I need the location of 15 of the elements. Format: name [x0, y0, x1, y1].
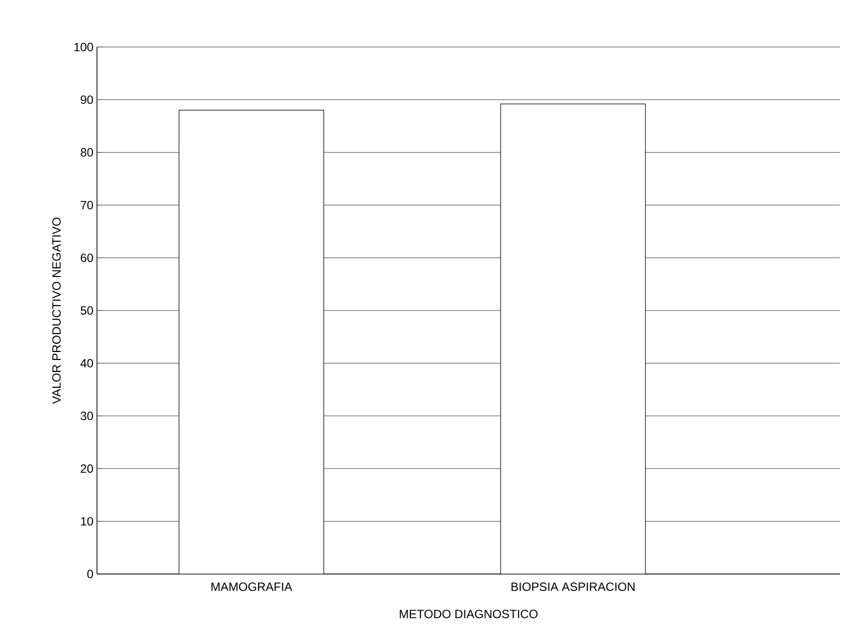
y-tick-label: 100: [74, 42, 94, 52]
y-tick-label: 20: [80, 464, 94, 473]
x-tick-label: MAMOGRAFIA: [212, 582, 292, 591]
y-tick-label: 10: [81, 517, 94, 526]
y-tick-label: 60: [80, 254, 94, 262]
x-tick-label: BIOPSIA ASPIRACION: [512, 582, 635, 591]
x-axis-title: METODO DIAGNOSTICO: [400, 610, 538, 618]
y-tick-label: 50: [80, 306, 94, 315]
y-tick-label: 70: [80, 200, 94, 210]
y-tick-label: 80: [80, 148, 94, 157]
y-tick-label: 90: [80, 95, 94, 104]
y-tick-label: 30: [80, 412, 94, 420]
y-tick-label: 40: [80, 358, 94, 368]
y-tick-label: 0: [87, 570, 94, 578]
y-axis-title: VALOR PRODUCTIVO NEGATIVO: [52, 218, 61, 404]
